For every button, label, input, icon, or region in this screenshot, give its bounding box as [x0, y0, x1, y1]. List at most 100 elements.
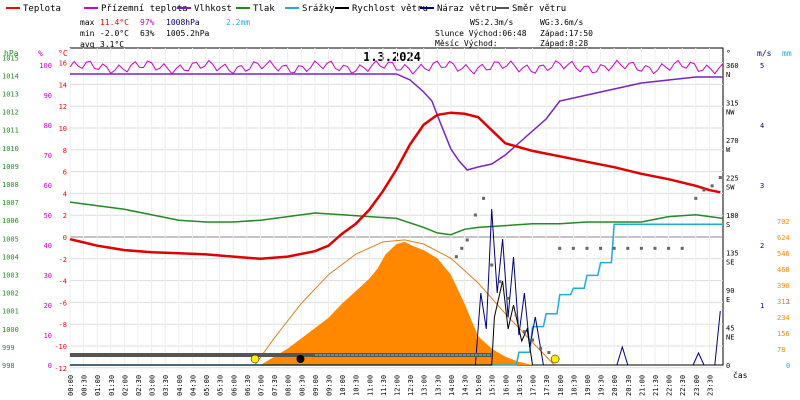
- temp-tick-label: 0: [63, 234, 67, 242]
- hpa-tick-label: 1012: [2, 109, 19, 117]
- wind-dir-point: [718, 176, 722, 179]
- pct-tick-label: 20: [44, 302, 52, 310]
- gust-line: [70, 208, 721, 366]
- x-tick-label: 02:00: [121, 375, 129, 396]
- radiation-theory-line: [254, 239, 555, 366]
- wind-dir-point: [506, 296, 510, 300]
- humidity-line: [70, 73, 723, 171]
- temp-tick-label: -8: [59, 321, 67, 329]
- stat-min-temp: -2.0°C: [100, 29, 129, 38]
- x-tick-label: 04:30: [189, 375, 197, 396]
- sunrise-marker: [250, 354, 260, 364]
- stat-min-hum: 63%: [140, 29, 155, 38]
- x-tick-label: 15:30: [489, 375, 497, 396]
- wind-dir-point: [667, 246, 671, 250]
- mm-tick-label: 1: [786, 298, 790, 306]
- pct-tick-label: 10: [44, 332, 52, 340]
- stat-max-hum: 97%: [140, 18, 155, 27]
- x-tick-label: 02:30: [135, 375, 143, 396]
- x-tick-label: 11:30: [380, 375, 388, 396]
- dir-tick-label: SE: [726, 259, 734, 267]
- wind-dir-point: [653, 246, 657, 250]
- temp-tick-label: 4: [63, 190, 67, 198]
- x-tick-label: 12:00: [394, 375, 402, 396]
- chart-title: 1.3.2024: [363, 50, 421, 64]
- x-axis-unit: čas: [733, 370, 748, 380]
- wind-dir-point: [612, 246, 616, 250]
- x-tick-label: 18:30: [570, 375, 578, 396]
- x-tick-label: 18:00: [557, 375, 565, 396]
- stat-min-label: min: [80, 29, 95, 38]
- x-tick-label: 19:00: [584, 375, 592, 396]
- x-tick-label: 05:30: [217, 375, 225, 396]
- dir-tick-label: 360: [726, 62, 739, 70]
- temp-tick-label: 8: [63, 147, 67, 155]
- pct-tick-label: 50: [44, 212, 52, 220]
- legend-label-hum: Vlhkost: [194, 4, 232, 14]
- pct-tick-label: 30: [44, 272, 52, 280]
- dir-tick-label: W: [726, 146, 731, 154]
- temp-tick-label: -10: [54, 343, 67, 351]
- series-layer: [69, 59, 724, 366]
- degc-axis-unit: °C: [58, 49, 68, 58]
- ms-tick-label: 3: [760, 182, 764, 190]
- dir-tick-label: 0: [726, 362, 730, 370]
- rad-tick-label: 546: [777, 250, 790, 258]
- x-tick-label: 09:00: [312, 375, 320, 396]
- stat-avg-label: avg: [80, 40, 95, 49]
- hpa-axis-unit: hPa: [4, 49, 19, 58]
- dir-tick-label: NE: [726, 334, 734, 342]
- hpa-tick-label: 1008: [2, 181, 19, 189]
- pct-tick-label: 40: [44, 242, 52, 250]
- x-tick-label: 17:30: [543, 375, 551, 396]
- x-tick-label: 07:00: [257, 375, 265, 396]
- hpa-tick-label: 1010: [2, 145, 19, 153]
- wind-dir-point: [710, 184, 714, 188]
- dir-tick-label: E: [726, 296, 730, 304]
- x-tick-label: 14:00: [448, 375, 456, 396]
- x-tick-label: 01:00: [94, 375, 102, 396]
- stat-max-temp: 11.4°C: [100, 18, 129, 27]
- pressure-line: [69, 201, 724, 236]
- wind-dir-point: [482, 196, 486, 200]
- legend-label-temp: Teplota: [23, 4, 61, 14]
- pct-tick-label: 0: [48, 362, 52, 370]
- wind-dir-point: [585, 246, 589, 250]
- hpa-tick-label: 1005: [2, 235, 19, 243]
- temp-tick-label: -12: [54, 365, 67, 373]
- x-tick-label: 10:00: [339, 375, 347, 396]
- temperature-line: [69, 111, 721, 261]
- hpa-tick-label: 998: [2, 362, 15, 370]
- stat-sun-set: Západ:17:50: [540, 29, 593, 38]
- rad-tick-label: 468: [777, 266, 790, 274]
- stats-block: max 11.4°C 97% 1008hPa 2.2mm min -2.0°C …: [80, 18, 593, 49]
- temp-tick-label: 10: [59, 125, 67, 133]
- rad-tick-label: 624: [777, 234, 790, 242]
- x-tick-label: 04:00: [176, 375, 184, 396]
- rad-tick-label: 78: [777, 346, 785, 354]
- rad-tick-label: 702: [777, 218, 790, 226]
- dir-tick-label: 180: [726, 212, 739, 220]
- wind-dir-point: [539, 346, 543, 350]
- wind-dir-point: [599, 246, 603, 250]
- ms-tick-label: 1: [760, 302, 764, 310]
- wind-dir-point: [465, 238, 469, 242]
- wind-dir-point: [473, 213, 477, 217]
- x-tick-label: 21:30: [652, 375, 660, 396]
- dir-tick-label: 135: [726, 250, 739, 258]
- hpa-tick-label: 1014: [2, 72, 19, 80]
- wind-dir-point: [498, 280, 502, 284]
- legend-label-gust: Náraz větru: [437, 4, 497, 14]
- hpa-tick-label: 1007: [2, 199, 19, 207]
- wind-dir-point: [547, 351, 551, 354]
- stat-sun-rise: Slunce Východ:06:48: [435, 29, 527, 38]
- x-tick-label: 09:30: [325, 375, 333, 396]
- dir-tick-label: 225: [726, 175, 739, 183]
- stat-min-press: 1005.2hPa: [166, 29, 210, 38]
- ground-temp-line: [69, 59, 724, 75]
- x-tick-label: 00:00: [67, 375, 75, 396]
- stat-max-label: max: [80, 18, 95, 27]
- temp-tick-label: 2: [63, 212, 67, 220]
